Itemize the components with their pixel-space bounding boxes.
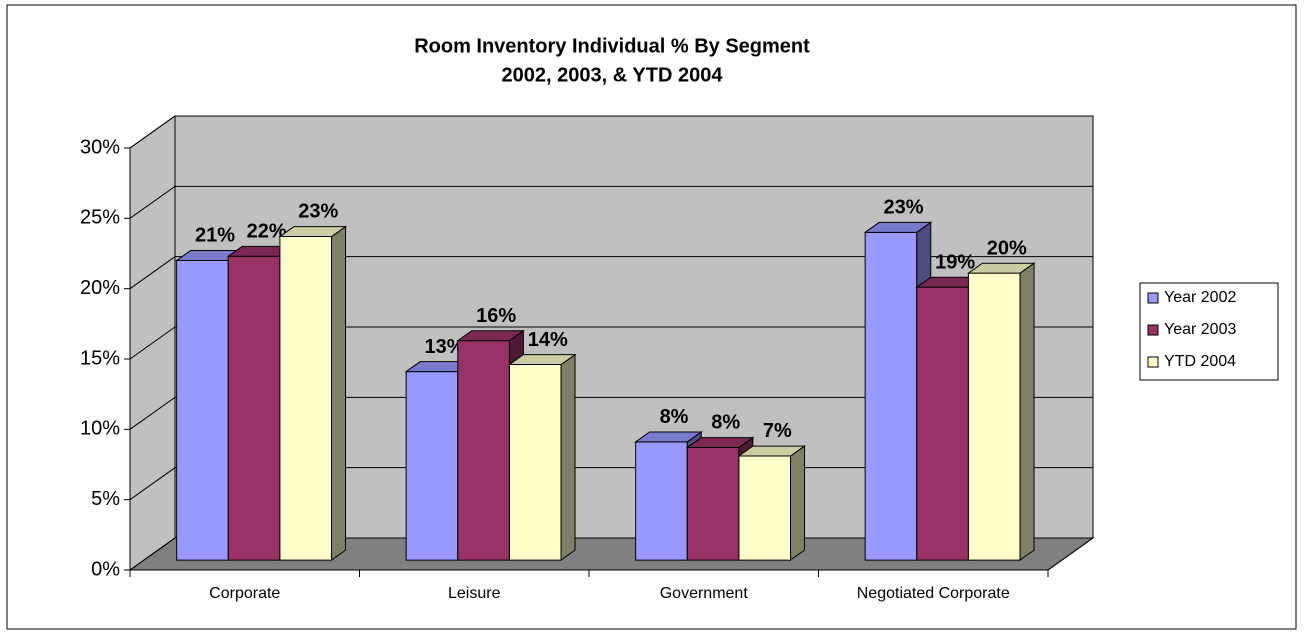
- legend-swatch: [1147, 292, 1159, 304]
- bar-top: [278, 226, 348, 238]
- chart-title: Room Inventory Individual % By Segment: [414, 35, 810, 57]
- bar-top: [966, 262, 1036, 274]
- data-label: 7%: [763, 420, 792, 442]
- legend-label: Year 2003: [1164, 321, 1236, 338]
- data-label: 23%: [298, 201, 338, 223]
- data-label: 21%: [195, 225, 235, 247]
- bar-side: [560, 353, 576, 562]
- grid-line: [129, 396, 1093, 430]
- x-tick-label: Leisure: [448, 585, 501, 602]
- data-label: 23%: [884, 197, 924, 219]
- bar-front: [967, 272, 1021, 561]
- bar: [278, 225, 348, 562]
- bar-front: [457, 340, 510, 561]
- y-tick-label: 5%: [91, 488, 120, 510]
- bar-front: [279, 236, 333, 561]
- bar: [507, 353, 577, 562]
- x-tick-label: Corporate: [209, 585, 280, 602]
- y-tick-label: 30%: [80, 136, 120, 158]
- grid-line: [129, 185, 1093, 219]
- bar: [966, 262, 1036, 562]
- bar-front: [686, 447, 740, 561]
- legend-box: [1139, 282, 1279, 381]
- bar-top: [863, 221, 933, 233]
- x-tick-label: Negotiated Corporate: [857, 585, 1010, 602]
- bar-front: [635, 441, 688, 561]
- legend-label: YTD 2004: [1164, 353, 1236, 370]
- data-label: 16%: [476, 305, 516, 327]
- data-label: 19%: [935, 251, 975, 273]
- bar-front: [864, 231, 918, 561]
- legend-label: Year 2002: [1164, 289, 1236, 306]
- x-tick-label: Government: [660, 585, 749, 602]
- data-label: 22%: [247, 220, 287, 242]
- data-label: 20%: [987, 237, 1027, 259]
- grid-line: [129, 326, 1093, 360]
- bar-front: [508, 364, 562, 561]
- bar-side: [790, 445, 806, 562]
- data-label: 13%: [425, 336, 465, 358]
- chart-subtitle: 2002, 2003, & YTD 2004: [502, 64, 724, 86]
- y-tick-label: 20%: [80, 277, 120, 299]
- bar-top: [737, 445, 807, 457]
- bar-side: [1019, 262, 1035, 562]
- bar-side: [331, 225, 347, 562]
- bar-front: [405, 371, 459, 561]
- y-tick-label: 25%: [80, 207, 120, 229]
- legend-swatch: [1147, 324, 1159, 336]
- data-label: 14%: [528, 329, 568, 351]
- grid-line: [129, 115, 1093, 149]
- bar-top: [507, 354, 577, 366]
- bar-front: [227, 255, 281, 561]
- y-tick-label: 15%: [80, 347, 120, 369]
- bar-top: [685, 437, 755, 449]
- y-tick-label: 0%: [91, 558, 120, 580]
- legend-swatch: [1147, 356, 1159, 368]
- bar-front: [176, 259, 229, 561]
- grid-line: [129, 256, 1093, 290]
- bar-top: [634, 431, 703, 443]
- bar: [737, 445, 807, 562]
- bar-top: [456, 330, 525, 342]
- bar-front: [738, 455, 792, 561]
- data-label: 8%: [660, 406, 689, 428]
- data-label: 8%: [711, 412, 740, 434]
- bar-front: [916, 286, 969, 561]
- y-tick-label: 10%: [80, 418, 120, 440]
